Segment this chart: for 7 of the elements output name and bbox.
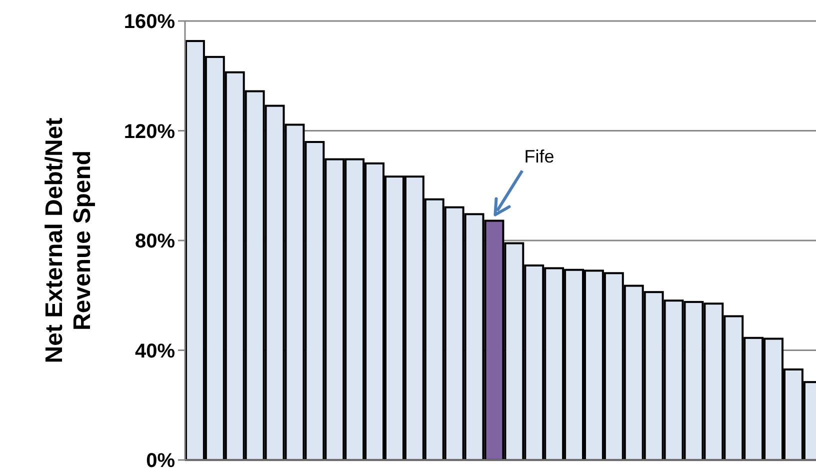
y-axis-title: Net External Debt/Net Revenue Spend: [41, 118, 96, 364]
y-tick-label: 40%: [134, 340, 176, 362]
annotation: Fife: [524, 146, 554, 167]
y-tick-label: 160%: [124, 11, 176, 33]
y-tick-label: 120%: [124, 120, 176, 143]
y-tick-label: 80%: [134, 230, 176, 252]
y-tick-label: 0%: [146, 450, 176, 472]
